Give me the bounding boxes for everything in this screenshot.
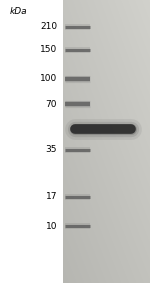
Text: 17: 17 [45,192,57,201]
Text: 10: 10 [45,222,57,231]
Text: kDa: kDa [9,7,27,16]
Bar [0,0,63,283]
Text: 70: 70 [45,100,57,109]
Text: 35: 35 [45,145,57,155]
Text: 100: 100 [40,74,57,83]
Text: 210: 210 [40,22,57,31]
Text: 150: 150 [40,45,57,54]
